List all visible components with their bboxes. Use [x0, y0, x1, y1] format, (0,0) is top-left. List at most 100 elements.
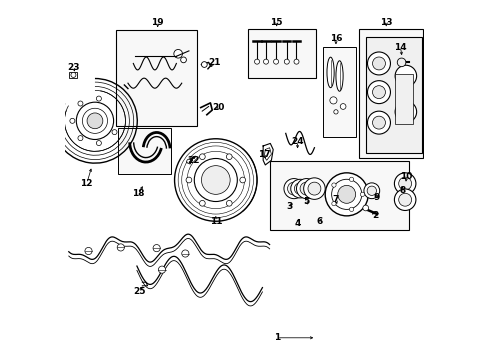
- Circle shape: [367, 52, 389, 75]
- Text: 22: 22: [187, 157, 200, 166]
- Circle shape: [76, 102, 113, 139]
- Text: 11: 11: [209, 217, 222, 226]
- Circle shape: [325, 173, 367, 216]
- Circle shape: [307, 182, 320, 195]
- Circle shape: [360, 192, 364, 197]
- Text: 16: 16: [329, 34, 342, 43]
- Circle shape: [82, 108, 107, 134]
- Circle shape: [226, 201, 232, 206]
- Circle shape: [239, 177, 245, 183]
- Text: 9: 9: [373, 193, 380, 202]
- Circle shape: [158, 266, 165, 273]
- Circle shape: [398, 193, 411, 206]
- Circle shape: [201, 62, 207, 67]
- Circle shape: [194, 158, 237, 202]
- Circle shape: [199, 201, 205, 206]
- Bar: [269, 161, 408, 230]
- Bar: [394, 74, 412, 125]
- Text: 10: 10: [400, 172, 412, 181]
- Circle shape: [367, 111, 389, 134]
- Circle shape: [331, 202, 335, 206]
- Circle shape: [201, 166, 230, 194]
- Circle shape: [290, 179, 309, 198]
- Text: 15: 15: [270, 18, 283, 27]
- Circle shape: [96, 140, 101, 145]
- Circle shape: [398, 177, 411, 190]
- Circle shape: [372, 57, 385, 70]
- Text: 21: 21: [207, 58, 220, 67]
- Circle shape: [331, 179, 361, 210]
- Circle shape: [396, 58, 405, 67]
- Text: 17: 17: [257, 150, 270, 159]
- Circle shape: [349, 177, 353, 181]
- Text: 8: 8: [398, 186, 405, 195]
- Circle shape: [185, 177, 191, 183]
- Circle shape: [394, 173, 415, 194]
- Circle shape: [85, 247, 92, 255]
- Text: 20: 20: [212, 103, 224, 112]
- Circle shape: [284, 59, 289, 64]
- Text: 19: 19: [151, 18, 163, 27]
- Circle shape: [394, 101, 416, 123]
- Text: 5: 5: [303, 197, 309, 206]
- Text: 18: 18: [132, 189, 144, 198]
- Circle shape: [367, 81, 389, 104]
- Bar: [69, 72, 77, 78]
- Circle shape: [186, 159, 191, 163]
- Circle shape: [226, 154, 232, 159]
- Circle shape: [300, 182, 312, 195]
- Circle shape: [303, 178, 325, 199]
- Circle shape: [287, 182, 300, 195]
- Circle shape: [340, 104, 346, 109]
- Bar: [359, 29, 422, 158]
- Circle shape: [174, 139, 257, 221]
- Ellipse shape: [335, 61, 343, 91]
- Text: 25: 25: [133, 287, 146, 296]
- Bar: [366, 37, 421, 153]
- Circle shape: [372, 86, 385, 99]
- Text: 3: 3: [285, 202, 292, 211]
- Circle shape: [337, 185, 355, 203]
- Circle shape: [71, 72, 76, 77]
- Circle shape: [273, 59, 278, 64]
- Circle shape: [372, 116, 385, 129]
- Circle shape: [263, 59, 268, 64]
- Text: 7: 7: [332, 195, 339, 204]
- Bar: [322, 47, 355, 137]
- Circle shape: [293, 59, 298, 64]
- Text: 12: 12: [81, 179, 93, 188]
- Bar: [118, 128, 171, 174]
- Circle shape: [153, 244, 160, 252]
- Circle shape: [363, 183, 379, 199]
- Circle shape: [96, 96, 101, 101]
- Circle shape: [366, 186, 376, 195]
- Ellipse shape: [326, 57, 333, 87]
- Circle shape: [174, 49, 182, 58]
- Circle shape: [331, 183, 335, 187]
- Circle shape: [394, 65, 416, 87]
- Text: 4: 4: [294, 219, 300, 228]
- Text: 2: 2: [371, 211, 378, 220]
- Circle shape: [112, 130, 117, 135]
- Text: 1: 1: [273, 333, 279, 342]
- Circle shape: [180, 57, 186, 63]
- Text: 14: 14: [393, 43, 406, 52]
- Circle shape: [333, 110, 337, 114]
- Text: 13: 13: [379, 18, 391, 27]
- Circle shape: [394, 189, 415, 211]
- Circle shape: [117, 244, 124, 251]
- Circle shape: [78, 101, 83, 106]
- Circle shape: [199, 154, 205, 159]
- Circle shape: [254, 59, 259, 64]
- Circle shape: [296, 179, 316, 199]
- Circle shape: [349, 207, 353, 212]
- Circle shape: [78, 136, 83, 141]
- Circle shape: [70, 118, 75, 123]
- Circle shape: [284, 179, 304, 199]
- Circle shape: [87, 113, 102, 129]
- Bar: [247, 29, 316, 78]
- Text: 6: 6: [316, 217, 322, 226]
- Circle shape: [294, 183, 305, 194]
- Text: 24: 24: [291, 137, 303, 146]
- Circle shape: [329, 97, 336, 104]
